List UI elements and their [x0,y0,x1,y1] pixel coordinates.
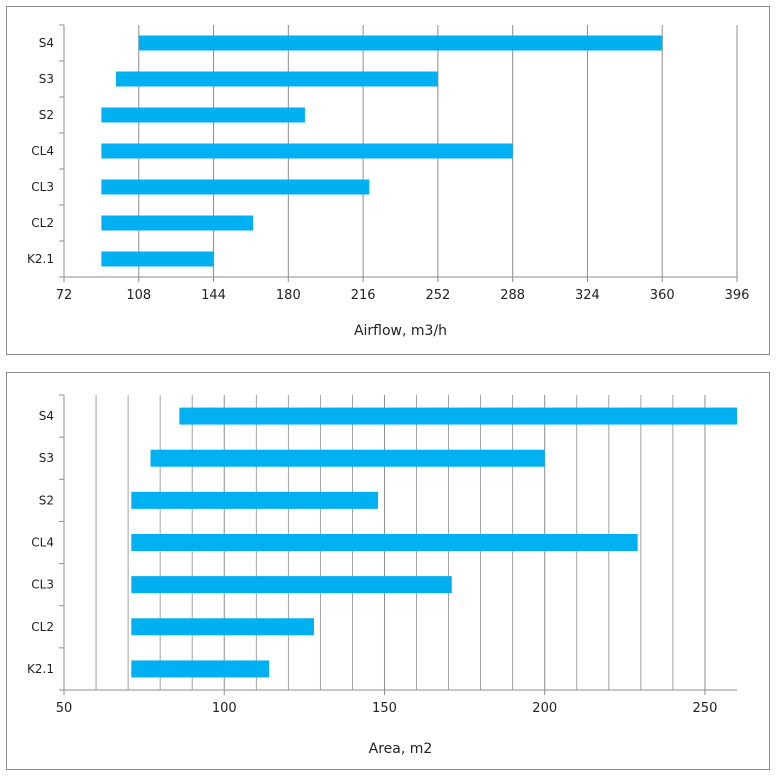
bar-s3 [115,71,438,87]
x-tick-label: 150 [372,701,397,716]
bar-s2 [101,107,305,123]
bar-k2-1 [101,251,214,267]
bar-s3 [150,449,545,467]
bar-s4 [138,35,663,51]
bar-cl3 [131,576,452,594]
x-tick-label: 324 [575,288,600,303]
area-chart: 50 100 150 200 250 S4 S3 S2 CL4 CL3 CL2 K2.1 Area, m… [27,394,737,757]
category-label: S2 [39,108,54,122]
category-label: S4 [39,409,54,423]
category-label: K2.1 [27,252,54,266]
x-axis-title: Area, m2 [369,741,433,757]
x-tick-label: 72 [56,288,73,303]
x-tick-label: 108 [126,288,151,303]
category-label: S4 [39,36,54,50]
x-tick-label: 216 [351,288,376,303]
x-tick-label: 396 [725,288,750,303]
category-label: K2.1 [27,662,54,676]
x-tick-label: 288 [500,288,525,303]
x-tick-label: 360 [650,288,675,303]
category-label: CL3 [31,180,54,194]
category-label: CL3 [31,578,54,592]
x-tick-label: 250 [693,701,718,716]
bar-k2-1 [131,660,270,678]
x-axis-title: Airflow, m3/h [354,323,447,339]
area-chart-panel: 50 100 150 200 250 S4 S3 S2 CL4 CL3 CL2 K2.1 Area, m… [6,372,770,770]
category-label: S3 [39,451,54,465]
airflow-chart: 72 108 144 180 216 252 288 324 360 396 S4 S3 S2 CL4 CL… [27,24,750,339]
bar-cl4 [101,143,513,159]
x-tick-label: 144 [201,288,226,303]
category-label: CL4 [31,144,54,158]
bar-cl3 [101,179,370,195]
category-label: CL2 [31,620,54,634]
bar-cl4 [131,534,638,551]
airflow-chart-panel: 72 108 144 180 216 252 288 324 360 396 S4 S3 S2 CL4 CL… [6,6,770,355]
bar-s4 [179,407,737,425]
category-label: CL4 [31,536,54,550]
x-tick-label: 180 [276,288,301,303]
bar-cl2 [101,215,254,231]
x-tick-label: 50 [56,701,73,716]
x-tick-label: 100 [212,701,237,716]
category-label: CL2 [31,216,54,230]
bar-s2 [131,491,379,509]
x-tick-label: 252 [425,288,450,303]
category-label: S3 [39,72,54,86]
x-tick-label: 200 [532,701,557,716]
bar-cl2 [131,618,314,636]
category-label: S2 [39,493,54,507]
